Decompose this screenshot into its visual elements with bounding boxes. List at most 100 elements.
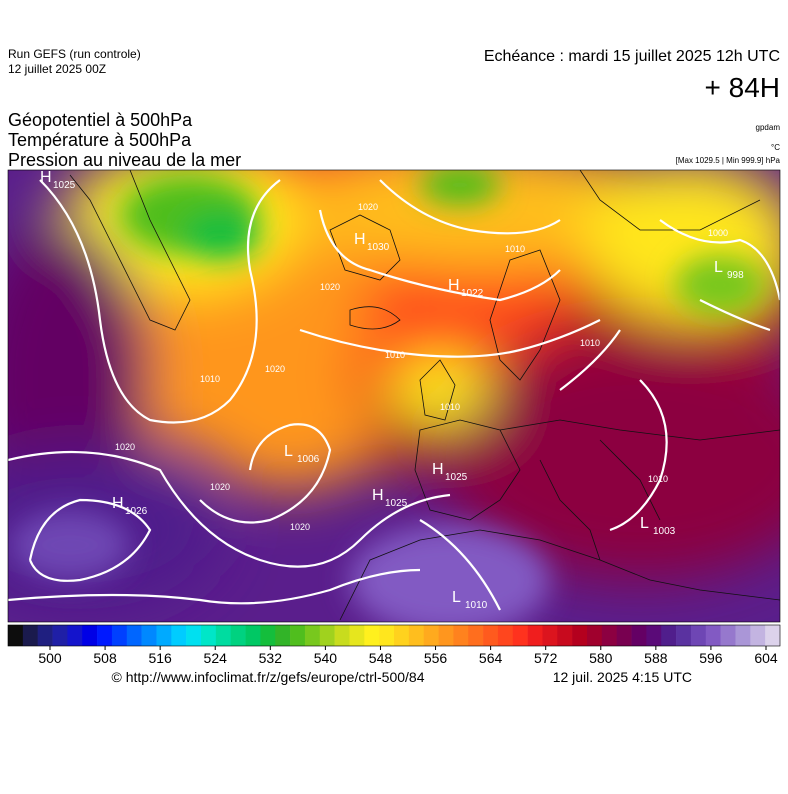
isobar-label: 1010 (580, 338, 600, 348)
colorbar-swatch (408, 625, 424, 646)
isobar-label: 1010 (440, 402, 460, 412)
center-value: 1006 (297, 454, 320, 465)
colorbar-swatch (601, 625, 617, 646)
lead-time: + 84H (705, 72, 781, 103)
colorbar-swatch (438, 625, 454, 646)
center-value: 1022 (461, 288, 484, 299)
isobar-label: 1020 (210, 482, 230, 492)
run-date: 12 juillet 2025 00Z (8, 62, 106, 76)
colorbar-swatch (646, 625, 662, 646)
isobar-label: 1010 (385, 350, 405, 360)
colorbar-tick-label: 596 (699, 650, 723, 666)
center-value: 1010 (465, 600, 488, 611)
colorbar-tick-label: 532 (259, 650, 283, 666)
colorbar-tick-label: 500 (38, 650, 62, 666)
colorbar-swatch (111, 625, 128, 646)
colorbar: 500 508 516 524 532 540 548 556 564 572 580 588 596 6… (7, 624, 781, 666)
colorbar-swatch (364, 625, 380, 646)
colorbar-swatch (141, 625, 157, 646)
center-value: 1003 (653, 526, 676, 537)
colorbar-swatch (616, 625, 632, 646)
colorbar-swatch (156, 625, 172, 646)
isobar-label: 1020 (290, 522, 310, 532)
center-value: 1025 (445, 472, 468, 483)
colorbar-swatch (97, 625, 113, 646)
colorbar-swatch (52, 625, 68, 646)
colorbar-swatch (453, 625, 469, 646)
colorbar-tick-label: 556 (424, 650, 448, 666)
colorbar-swatch (304, 625, 321, 646)
colorbar-swatch (186, 625, 202, 646)
colorbar-swatch (37, 625, 53, 646)
isobar-label: 1000 (708, 228, 728, 238)
colorbar-tick-label: 508 (93, 650, 117, 666)
colorbar-tick-label: 540 (314, 650, 338, 666)
colorbar-swatch (765, 625, 781, 646)
colorbar-swatch (82, 625, 98, 646)
colorbar-swatch (735, 625, 751, 646)
center-letter: L (640, 515, 649, 532)
isobar-label: 1010 (648, 474, 668, 484)
colorbar-tick-label: 580 (589, 650, 613, 666)
footer-url: © http://www.infoclimat.fr/z/gefs/europe… (111, 669, 424, 685)
isobar-label: 1010 (505, 244, 525, 254)
center-letter: L (452, 589, 461, 606)
pressure-range: [Max 1029.5 | Min 999.9] hPa (676, 156, 781, 165)
isobar-label: 1020 (115, 442, 135, 452)
colorbar-swatch (587, 625, 603, 646)
colorbar-swatch (676, 625, 692, 646)
colorbar-swatch (394, 625, 410, 646)
center-value: 1026 (125, 506, 148, 517)
colorbar-swatch (319, 625, 335, 646)
run-label: Run GEFS (run controle) (8, 47, 141, 61)
colorbar-swatch (245, 625, 261, 646)
unit-temp: °C (771, 143, 780, 152)
colorbar-swatch (661, 625, 677, 646)
center-letter: L (284, 443, 293, 460)
center-value: 1025 (385, 498, 408, 509)
isobar-label: 1020 (358, 202, 378, 212)
center-letter: H (112, 495, 124, 512)
colorbar-swatch (215, 625, 231, 646)
map-frame (7, 169, 781, 623)
colorbar-swatch (349, 625, 365, 646)
colorbar-swatch (171, 625, 187, 646)
colorbar-swatch (720, 625, 736, 646)
colorbar-swatch (542, 625, 558, 646)
colorbar-swatch (260, 625, 276, 646)
center-letter: H (372, 487, 384, 504)
colorbar-swatch (468, 625, 484, 646)
center-letter: H (432, 461, 444, 478)
legend-line: Pression au niveau de la mer (8, 150, 241, 170)
colorbar-swatch (379, 625, 395, 646)
colorbar-frame (7, 624, 781, 647)
colorbar-swatch (512, 625, 528, 646)
colorbar-swatch (230, 625, 246, 646)
colorbar-swatch (67, 625, 83, 646)
footer-stamp: 12 juil. 2025 4:15 UTC (553, 669, 692, 685)
colorbar-tick-label: 588 (644, 650, 668, 666)
colorbar-swatch (126, 625, 142, 646)
colorbar-tick-label: 524 (204, 650, 228, 666)
colorbar-swatch (690, 625, 707, 646)
colorbar-swatch (22, 625, 38, 646)
colorbar-swatch (557, 625, 573, 646)
isobar-label: 1020 (320, 282, 340, 292)
isobar-label: 1020 (265, 364, 285, 374)
colorbar-tick-label: 548 (369, 650, 393, 666)
legend-line: Température à 500hPa (8, 130, 192, 150)
colorbar-swatch (8, 625, 24, 646)
center-letter: L (714, 259, 723, 276)
valid-time: Echéance : mardi 15 juillet 2025 12h UTC (484, 48, 780, 65)
colorbar-swatch (290, 625, 306, 646)
legend-line: Géopotentiel à 500hPa (8, 110, 193, 130)
map-field: 1020 1010 1020 1010 1010 1020 1010 1020 1020 1020… (8, 170, 780, 622)
colorbar-swatch (275, 625, 291, 646)
isobar-label: 1010 (200, 374, 220, 384)
colorbar-swatch (334, 625, 350, 646)
colorbar-tick-label: 572 (534, 650, 558, 666)
colorbar-tick-label: 564 (479, 650, 503, 666)
colorbar-swatch (572, 625, 588, 646)
colorbar-swatch (497, 625, 514, 646)
